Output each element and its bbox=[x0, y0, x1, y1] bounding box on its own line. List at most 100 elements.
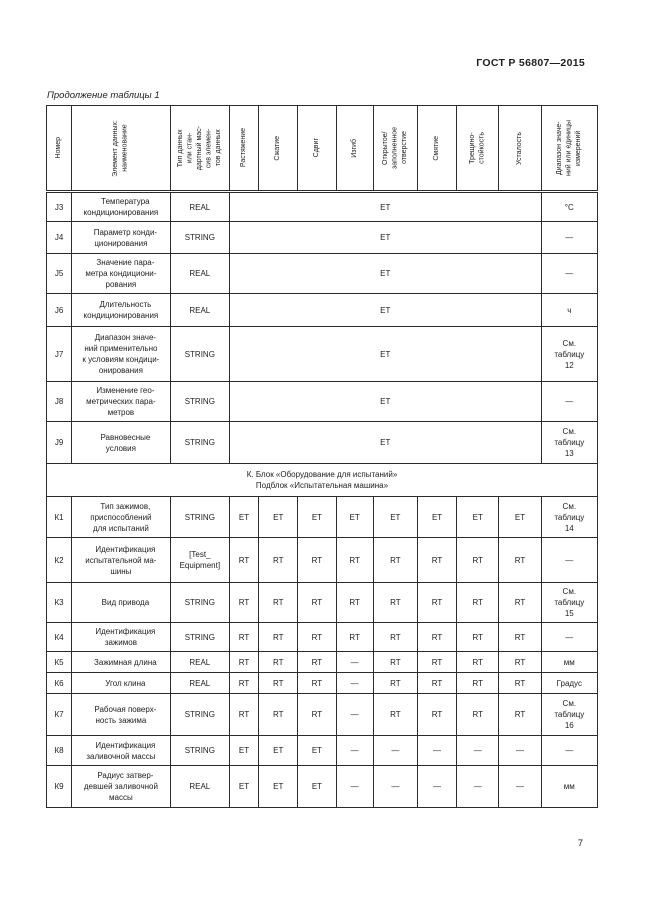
cell-test-value-8: RT bbox=[498, 622, 542, 652]
row-J9: J9 Равновесные условия STRING ET См. таблицу… bbox=[45, 421, 599, 464]
cell-test-value-1: ET bbox=[228, 496, 260, 538]
cell-test-value-3: ET bbox=[297, 735, 337, 766]
cell-number: К8 bbox=[45, 735, 73, 766]
cell-range: — bbox=[540, 253, 599, 294]
cell-number: К6 bbox=[45, 672, 73, 694]
row-J5: J5 Значение пара- метра кондициони- рован… bbox=[45, 253, 599, 294]
cell-test-value-2: RT bbox=[258, 537, 299, 583]
cell-test-value-2: ET bbox=[258, 496, 299, 538]
cell-test-value-8: RT bbox=[498, 537, 542, 583]
cell-test-value-2: RT bbox=[258, 693, 299, 736]
cell-test-value-6: — bbox=[416, 735, 458, 766]
cell-data-type: REAL bbox=[169, 293, 230, 327]
cell-test-value-merged: ET bbox=[228, 381, 542, 422]
row-К9: К9 Радиус затвер- девшей заливочной массы… bbox=[45, 765, 599, 808]
page-number: 7 bbox=[577, 838, 583, 849]
cell-test-value-6: RT bbox=[416, 537, 458, 583]
cell-test-value-1: RT bbox=[228, 651, 260, 673]
cell-data-type: STRING bbox=[169, 326, 230, 382]
column-header-tension: Растяжение bbox=[228, 105, 260, 193]
cell-data-type: REAL bbox=[169, 191, 230, 222]
cell-element-name: Параметр конди- ционирования bbox=[71, 221, 171, 254]
column-header-label: Сжатие bbox=[274, 135, 282, 161]
cell-test-value-4: — bbox=[335, 693, 374, 736]
row-К8: К8 Идентификация заливочной массы STRING ET… bbox=[45, 735, 599, 766]
cell-test-value-7: — bbox=[456, 735, 500, 766]
cell-test-value-2: RT bbox=[258, 622, 299, 652]
column-header-label: Трещино- стойкость bbox=[469, 132, 486, 164]
cell-test-value-5: — bbox=[372, 735, 418, 766]
cell-test-value-8: — bbox=[498, 735, 542, 766]
column-header-label: Усталость bbox=[516, 131, 524, 165]
row-J8: J8 Изменение гео- метрических пара- метро… bbox=[45, 381, 599, 422]
cell-element-name: Идентификация зажимов bbox=[71, 622, 171, 652]
cell-number: К1 bbox=[45, 496, 73, 538]
cell-range: мм bbox=[540, 765, 599, 808]
column-header-label: Изгиб bbox=[350, 138, 358, 158]
cell-test-value-1: RT bbox=[228, 693, 260, 736]
column-header-bending: Изгиб bbox=[335, 105, 374, 193]
cell-number: J7 bbox=[45, 326, 73, 382]
cell-test-value-8: RT bbox=[498, 693, 542, 736]
row-К3: К3 Вид привода STRING RT RT RT RT RT RT RT RT См. т… bbox=[45, 582, 599, 623]
row-К2: К2 Идентификация испытательной ма- шины [T… bbox=[45, 537, 599, 583]
cell-element-name: Рабочая поверх- ность зажима bbox=[71, 693, 171, 736]
cell-test-value-5: RT bbox=[372, 582, 418, 623]
cell-range: — bbox=[540, 221, 599, 254]
cell-data-type: [Test_ Equipment] bbox=[169, 537, 230, 583]
column-header-type: Тип данных или стан- дартный мас- сив эл… bbox=[169, 105, 230, 193]
column-header-bearing: Смятие bbox=[416, 105, 458, 193]
cell-number: J8 bbox=[45, 381, 73, 422]
cell-test-value-7: RT bbox=[456, 693, 500, 736]
row-J3: J3 Температура кондиционирования REAL ET °С bbox=[45, 191, 599, 222]
cell-element-name: Значение пара- метра кондициони- рования bbox=[71, 253, 171, 294]
cell-test-value-4: RT bbox=[335, 537, 374, 583]
column-header-label: Растяжение bbox=[240, 128, 248, 168]
cell-data-type: STRING bbox=[169, 496, 230, 538]
cell-test-value-merged: ET bbox=[228, 326, 542, 382]
column-header-label: Сдвиг bbox=[313, 138, 321, 158]
cell-range: ч bbox=[540, 293, 599, 327]
cell-test-value-2: RT bbox=[258, 672, 299, 694]
table-body: J3 Температура кондиционирования REAL ET °С J… bbox=[45, 191, 599, 808]
cell-test-value-7: RT bbox=[456, 651, 500, 673]
cell-element-name: Радиус затвер- девшей заливочной массы bbox=[71, 765, 171, 808]
cell-test-value-5: — bbox=[372, 765, 418, 808]
cell-data-type: STRING bbox=[169, 693, 230, 736]
cell-test-value-2: RT bbox=[258, 651, 299, 673]
column-header-label: Номер bbox=[55, 137, 63, 159]
row-К6: К6 Угол клина REAL RT RT RT — RT RT RT RT Градус bbox=[45, 672, 599, 694]
cell-range: — bbox=[540, 381, 599, 422]
cell-test-value-6: RT bbox=[416, 651, 458, 673]
cell-data-type: STRING bbox=[169, 421, 230, 464]
header-row: Номер Элемент данных: наименование Тип дан… bbox=[45, 105, 599, 193]
cell-data-type: STRING bbox=[169, 735, 230, 766]
cell-test-value-merged: ET bbox=[228, 191, 542, 222]
column-header-label: Диапазон значе- ний или единицы измерени… bbox=[556, 119, 583, 177]
cell-test-value-4: — bbox=[335, 651, 374, 673]
section-title: К. Блок «Оборудование для испытаний» Под… bbox=[46, 463, 598, 497]
cell-test-value-5: RT bbox=[372, 672, 418, 694]
cell-test-value-4: RT bbox=[335, 582, 374, 623]
cell-test-value-7: — bbox=[456, 765, 500, 808]
cell-test-value-7: RT bbox=[456, 537, 500, 583]
cell-test-value-6: — bbox=[416, 765, 458, 808]
cell-test-value-3: RT bbox=[297, 651, 337, 673]
column-header-label: Тип данных или стан- дартный мас- сив эл… bbox=[177, 125, 223, 171]
cell-test-value-3: RT bbox=[297, 672, 337, 694]
cell-test-value-1: ET bbox=[228, 765, 260, 808]
cell-number: К9 bbox=[45, 765, 73, 808]
cell-test-value-6: RT bbox=[416, 672, 458, 694]
cell-test-value-4: RT bbox=[335, 622, 374, 652]
cell-test-value-8: RT bbox=[498, 672, 542, 694]
column-header-label: Открытое/ заполненное отверстие bbox=[382, 127, 409, 169]
data-elements-table: Номер Элемент данных: наименование Тип дан… bbox=[45, 105, 599, 808]
cell-range: — bbox=[540, 622, 599, 652]
row-К7: К7 Рабочая поверх- ность зажима STRING RT RT… bbox=[45, 693, 599, 736]
cell-element-name: Идентификация испытательной ма- шины bbox=[71, 537, 171, 583]
cell-range: Градус bbox=[540, 672, 599, 694]
cell-data-type: STRING bbox=[169, 622, 230, 652]
cell-test-value-1: ET bbox=[228, 735, 260, 766]
cell-test-value-3: ET bbox=[297, 496, 337, 538]
